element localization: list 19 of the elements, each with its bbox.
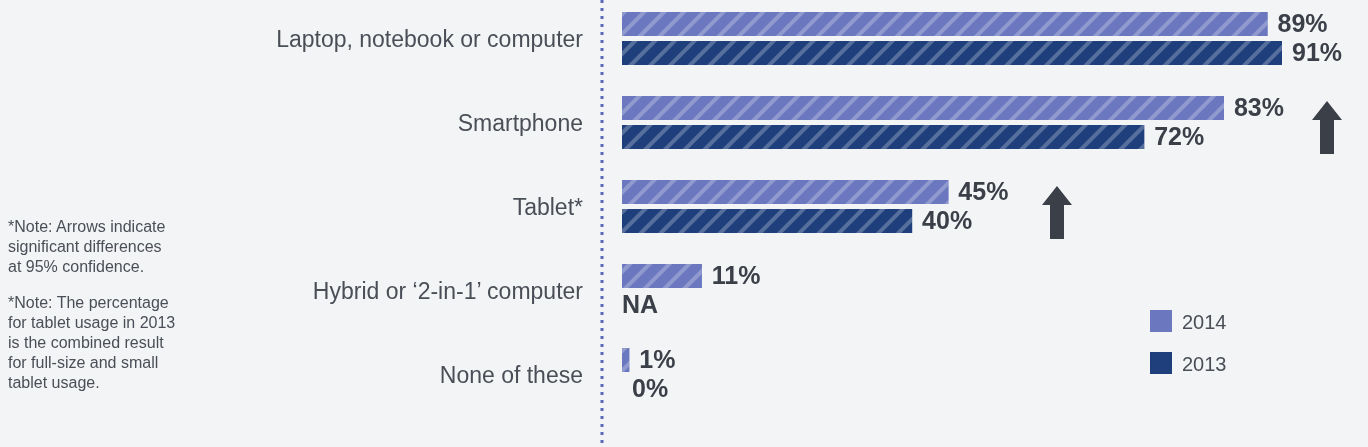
text: *Note: Arrows indicate significant differences at 95% confidence.: [8, 218, 166, 275]
y-tick-label: Laptop, notebook or computer: [276, 25, 584, 52]
data-label: 91%: [1292, 38, 1343, 66]
y-tick-label: Hybrid or ‘2-in-1’ computer: [312, 277, 584, 304]
y-tick-label: Tablet*: [512, 193, 584, 220]
legend-label: 2013: [1182, 353, 1227, 375]
legend-label: 2014: [1182, 311, 1227, 333]
data-label: 72%: [1154, 122, 1205, 150]
data-label: 89%: [1277, 9, 1328, 37]
data-label: 11%: [711, 261, 761, 289]
data-label: 1%: [639, 345, 676, 373]
y-tick-label: Smartphone: [457, 109, 583, 136]
text: NA: [622, 290, 659, 318]
text: *Note: The percentage for tablet usage in 2013 is the combined result for full-size and small tablet usage.: [8, 294, 176, 391]
y-tick-label: None of these: [439, 361, 583, 388]
data-label: 40%: [922, 206, 973, 234]
data-label: 83%: [1233, 93, 1285, 121]
data-label: 0%: [632, 374, 669, 402]
data-label: 45%: [958, 177, 1009, 205]
